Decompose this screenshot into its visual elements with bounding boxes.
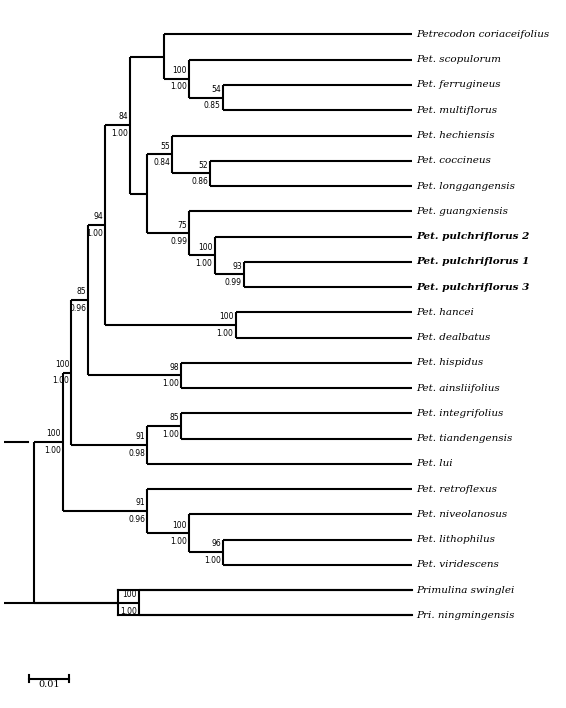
Text: 1.00: 1.00 bbox=[162, 430, 179, 439]
Text: 1.00: 1.00 bbox=[120, 607, 136, 615]
Text: 0.99: 0.99 bbox=[170, 237, 187, 246]
Text: 1.00: 1.00 bbox=[170, 537, 187, 546]
Text: 54: 54 bbox=[211, 85, 221, 94]
Text: 100: 100 bbox=[55, 360, 70, 369]
Text: 0.96: 0.96 bbox=[69, 304, 86, 313]
Text: 100: 100 bbox=[173, 66, 187, 75]
Text: 91: 91 bbox=[135, 498, 145, 508]
Text: Pet. niveolanosus: Pet. niveolanosus bbox=[417, 510, 508, 519]
Text: 85: 85 bbox=[76, 287, 86, 297]
Text: 0.84: 0.84 bbox=[153, 159, 170, 167]
Text: 1.00: 1.00 bbox=[217, 329, 233, 338]
Text: 1.00: 1.00 bbox=[195, 259, 212, 268]
Text: Pet. pulchriflorus 3: Pet. pulchriflorus 3 bbox=[417, 282, 530, 292]
Text: 1.00: 1.00 bbox=[170, 82, 187, 91]
Text: Pet. scopulorum: Pet. scopulorum bbox=[417, 55, 501, 64]
Text: Pri. ningmingensis: Pri. ningmingensis bbox=[417, 611, 515, 620]
Text: Pet. ferrugineus: Pet. ferrugineus bbox=[417, 81, 501, 89]
Text: 84: 84 bbox=[119, 113, 128, 122]
Text: Pet. hancei: Pet. hancei bbox=[417, 308, 474, 316]
Text: Pet. pulchriflorus 2: Pet. pulchriflorus 2 bbox=[417, 232, 530, 241]
Text: Pet. dealbatus: Pet. dealbatus bbox=[417, 333, 491, 342]
Text: 91: 91 bbox=[135, 432, 145, 441]
Text: 1.00: 1.00 bbox=[53, 377, 70, 385]
Text: Pet. hispidus: Pet. hispidus bbox=[417, 358, 484, 367]
Text: Pet. integrifolius: Pet. integrifolius bbox=[417, 409, 504, 418]
Text: 100: 100 bbox=[173, 520, 187, 530]
Text: Pet. ainsliifolius: Pet. ainsliifolius bbox=[417, 384, 500, 393]
Text: Pet. tiandengensis: Pet. tiandengensis bbox=[417, 434, 513, 443]
Text: 100: 100 bbox=[122, 590, 136, 599]
Text: Primulina swinglei: Primulina swinglei bbox=[417, 586, 515, 595]
Text: Pet. multiflorus: Pet. multiflorus bbox=[417, 105, 498, 115]
Text: 100: 100 bbox=[198, 243, 212, 252]
Text: Pet. hechiensis: Pet. hechiensis bbox=[417, 131, 495, 140]
Text: 98: 98 bbox=[169, 362, 179, 372]
Text: Pet. lui: Pet. lui bbox=[417, 459, 453, 469]
Text: 52: 52 bbox=[199, 161, 208, 170]
Text: Pet. viridescens: Pet. viridescens bbox=[417, 561, 499, 569]
Text: 96: 96 bbox=[211, 539, 221, 549]
Text: Pet. guangxiensis: Pet. guangxiensis bbox=[417, 207, 508, 216]
Text: Pet. retroflexus: Pet. retroflexus bbox=[417, 485, 498, 493]
Text: 0.86: 0.86 bbox=[191, 177, 208, 186]
Text: Pet. pulchriflorus 1: Pet. pulchriflorus 1 bbox=[417, 257, 530, 266]
Text: 0.98: 0.98 bbox=[128, 449, 145, 457]
Text: 0.01: 0.01 bbox=[38, 680, 60, 689]
Text: 0.85: 0.85 bbox=[204, 101, 221, 110]
Text: 100: 100 bbox=[46, 429, 61, 438]
Text: 75: 75 bbox=[177, 221, 187, 229]
Text: 1.00: 1.00 bbox=[112, 129, 128, 138]
Text: 0.96: 0.96 bbox=[128, 515, 145, 524]
Text: 93: 93 bbox=[232, 262, 242, 270]
Text: 1.00: 1.00 bbox=[162, 379, 179, 388]
Text: 94: 94 bbox=[93, 212, 103, 222]
Text: Petrecodon coriaceifolius: Petrecodon coriaceifolius bbox=[417, 30, 550, 39]
Text: 85: 85 bbox=[169, 413, 179, 422]
Text: Pet. lithophilus: Pet. lithophilus bbox=[417, 535, 495, 544]
Text: Pet. longgangensis: Pet. longgangensis bbox=[417, 181, 516, 190]
Text: 55: 55 bbox=[161, 142, 170, 151]
Text: 1.00: 1.00 bbox=[204, 556, 221, 565]
Text: 0.99: 0.99 bbox=[225, 278, 242, 287]
Text: Pet. coccineus: Pet. coccineus bbox=[417, 156, 491, 165]
Text: 1.00: 1.00 bbox=[86, 229, 103, 238]
Text: 100: 100 bbox=[219, 312, 233, 321]
Text: 1.00: 1.00 bbox=[44, 446, 61, 455]
